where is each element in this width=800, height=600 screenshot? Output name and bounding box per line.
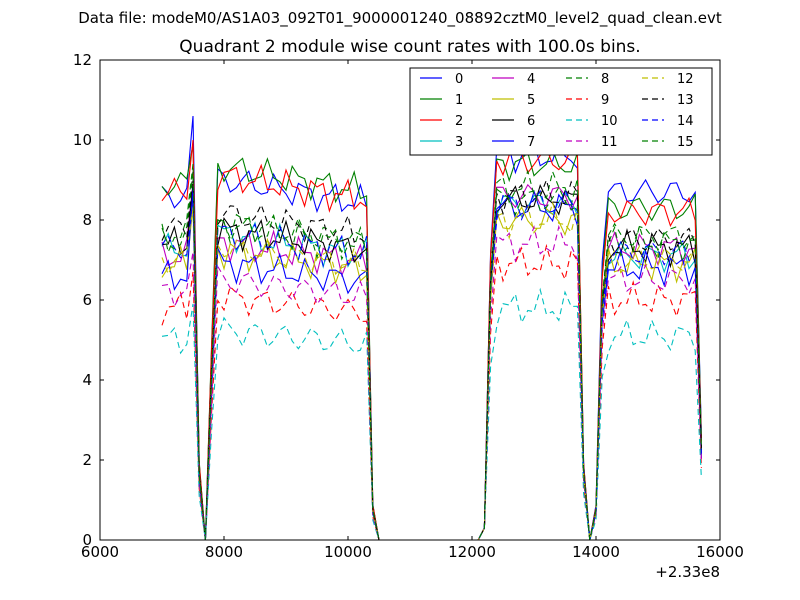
legend-label: 12	[677, 72, 694, 87]
y-tick-label: 10	[73, 131, 92, 149]
legend-label: 0	[455, 72, 463, 87]
legend-label: 3	[455, 135, 463, 150]
y-tick-label: 6	[82, 291, 92, 309]
series-line-9	[161, 243, 702, 541]
x-tick-label: 16000	[696, 543, 744, 561]
legend-label: 8	[601, 72, 609, 87]
y-tick-label: 4	[82, 371, 92, 389]
y-tick-label: 8	[82, 211, 92, 229]
legend-label: 2	[455, 114, 463, 129]
legend-label: 6	[527, 114, 535, 129]
y-tick-label: 12	[73, 51, 92, 69]
legend-label: 11	[601, 135, 618, 150]
series-line-12	[161, 200, 702, 541]
x-tick-label: 14000	[572, 543, 620, 561]
x-offset-label: +2.33e8	[655, 563, 720, 581]
legend-label: 7	[527, 135, 535, 150]
legend-label: 10	[601, 114, 618, 129]
y-tick-label: 0	[82, 531, 92, 549]
legend-label: 9	[601, 93, 609, 108]
legend-label: 13	[677, 93, 694, 108]
x-axis: 6000 8000 10000 12000 14000 16000	[81, 60, 744, 561]
x-tick-label: 10000	[324, 543, 372, 561]
legend-label: 4	[527, 72, 535, 87]
legend-label: 15	[677, 135, 694, 150]
x-tick-label: 12000	[448, 543, 496, 561]
legend-label: 5	[527, 93, 535, 108]
legend-label: 1	[455, 93, 463, 108]
legend-box	[409, 67, 713, 156]
data-file-label: Data file: modeM0/AS1A03_092T01_90000012…	[78, 9, 722, 27]
x-tick-label: 6000	[81, 543, 119, 561]
y-tick-label: 2	[82, 451, 92, 469]
legend-label: 14	[677, 114, 694, 129]
x-tick-label: 8000	[205, 543, 243, 561]
chart-title: Quadrant 2 module wise count rates with …	[179, 37, 641, 57]
